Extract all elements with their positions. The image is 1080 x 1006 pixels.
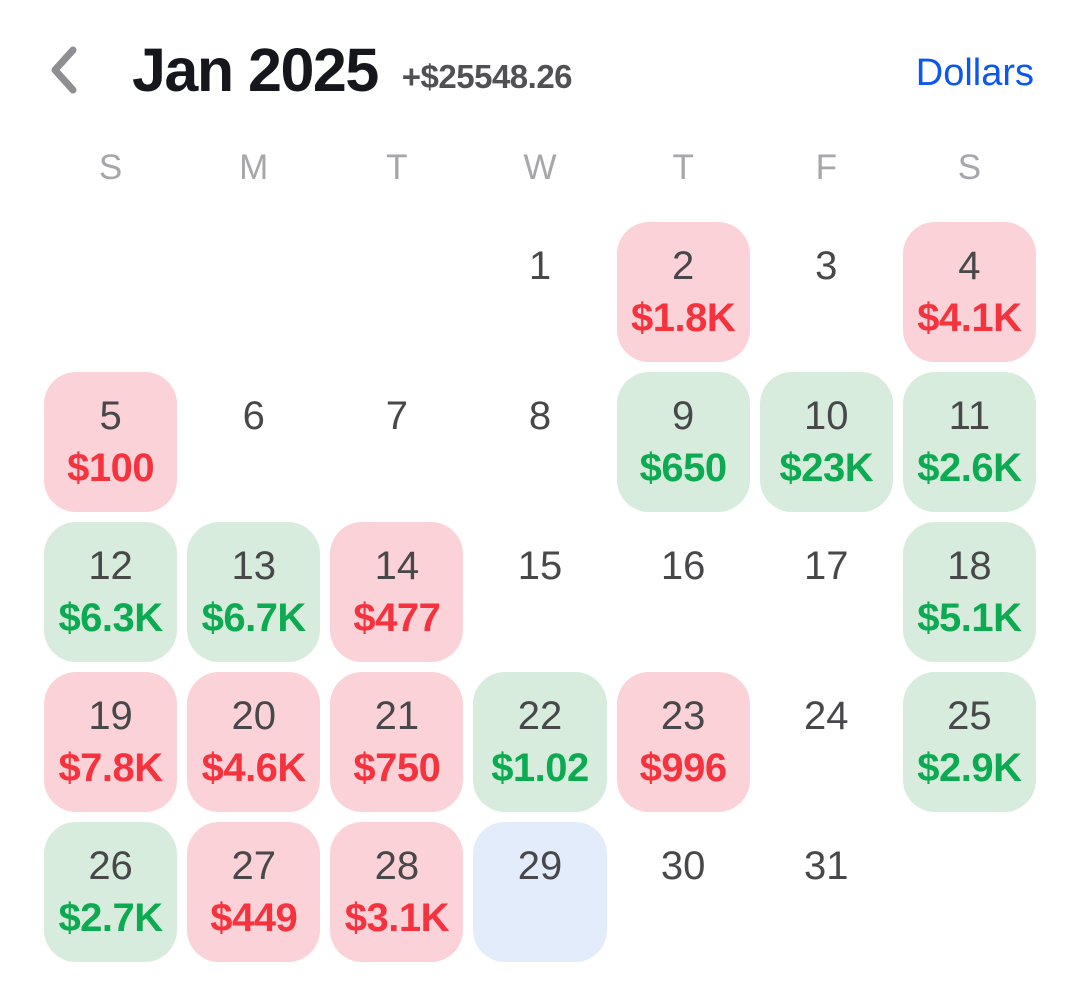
day-number: 1 <box>528 244 552 288</box>
day-cell-9[interactable]: 9 $650 <box>616 372 750 512</box>
day-cell-10[interactable]: 10 $23K <box>759 372 893 512</box>
day-cell-29[interactable]: 29 <box>473 822 607 962</box>
weekday-label-0: S <box>98 148 123 187</box>
day-cell-20[interactable]: 20 $4.6K <box>187 672 321 812</box>
calendar-grid: 1 2 $1.8K 3 4 $4.1K 5 $100 6 7 8 9 $650 10 $23K 11 $2.6K… <box>0 222 1080 962</box>
day-cell-21[interactable]: 21 $750 <box>330 672 464 812</box>
day-pnl-value: $6.3K <box>58 596 163 640</box>
empty-cell <box>330 222 463 362</box>
day-cell-6[interactable]: 6 <box>187 372 320 512</box>
day-number: 23 <box>660 694 706 738</box>
day-cell-16[interactable]: 16 <box>617 522 750 662</box>
day-pnl-value: $2.9K <box>917 746 1022 790</box>
day-number: 9 <box>672 394 695 438</box>
header: Jan 2025 +$25548.26 Dollars <box>0 0 1080 100</box>
day-cell-3[interactable]: 3 <box>760 222 893 362</box>
day-cell-5[interactable]: 5 $100 <box>44 372 178 512</box>
day-number: 3 <box>815 244 838 288</box>
day-cell-18[interactable]: 18 $5.1K <box>902 522 1036 662</box>
day-cell-28[interactable]: 28 $3.1K <box>330 822 464 962</box>
day-number: 17 <box>804 544 849 588</box>
day-number: 21 <box>374 694 420 738</box>
day-cell-24[interactable]: 24 <box>760 672 893 812</box>
day-pnl-value: $7.8K <box>58 746 163 790</box>
day-pnl-value: $100 <box>67 446 155 490</box>
day-pnl-value: $23K <box>779 446 874 490</box>
month-title: Jan 2025 <box>132 35 379 104</box>
day-number: 13 <box>231 544 276 588</box>
day-cell-23[interactable]: 23 $996 <box>616 672 750 812</box>
day-cell-17[interactable]: 17 <box>760 522 893 662</box>
weekday-label-1: M <box>239 148 269 187</box>
day-number: 28 <box>374 844 420 888</box>
day-pnl-value: $4.1K <box>917 296 1022 340</box>
day-number: 27 <box>231 844 276 888</box>
day-pnl-value: $750 <box>353 746 441 790</box>
back-button[interactable] <box>46 42 90 98</box>
chevron-left-icon <box>51 46 77 94</box>
day-pnl-value: $449 <box>210 896 298 940</box>
day-number: 24 <box>804 694 849 738</box>
weekday-label-6: S <box>957 148 982 187</box>
weekday-label-2: T <box>386 148 408 187</box>
weekday-label-5: F <box>815 148 837 187</box>
day-number: 7 <box>385 394 408 438</box>
day-number: 16 <box>660 544 706 588</box>
day-cell-22[interactable]: 22 $1.02 <box>473 672 607 812</box>
day-pnl-value: $1.02 <box>491 746 589 790</box>
day-cell-25[interactable]: 25 $2.9K <box>902 672 1036 812</box>
day-number: 2 <box>672 244 695 288</box>
month-total: +$25548.26 <box>401 58 573 95</box>
day-pnl-value: $3.1K <box>344 896 450 940</box>
day-number: 6 <box>242 394 265 438</box>
day-cell-8[interactable]: 8 <box>473 372 606 512</box>
day-cell-1[interactable]: 1 <box>473 222 606 362</box>
day-pnl-value: $2.6K <box>917 446 1022 490</box>
day-cell-2[interactable]: 2 $1.8K <box>616 222 750 362</box>
currency-toggle-link[interactable]: Dollars <box>915 51 1034 94</box>
day-cell-7[interactable]: 7 <box>330 372 463 512</box>
weekday-label-3: W <box>523 148 557 187</box>
day-number: 25 <box>947 694 992 738</box>
day-cell-4[interactable]: 4 $4.1K <box>902 222 1036 362</box>
day-cell-13[interactable]: 13 $6.7K <box>187 522 321 662</box>
weekday-label-4: T <box>672 148 694 187</box>
day-cell-30[interactable]: 30 <box>617 822 750 962</box>
day-number: 4 <box>958 244 981 288</box>
day-cell-19[interactable]: 19 $7.8K <box>44 672 178 812</box>
day-pnl-value: $650 <box>639 446 727 490</box>
empty-cell <box>44 222 177 362</box>
day-number: 8 <box>528 394 552 438</box>
day-number: 14 <box>374 544 420 588</box>
day-number: 20 <box>231 694 276 738</box>
day-pnl-value: $4.6K <box>201 746 307 790</box>
day-number: 10 <box>804 394 849 438</box>
day-number: 26 <box>88 844 133 888</box>
day-cell-12[interactable]: 12 $6.3K <box>44 522 178 662</box>
day-number: 19 <box>88 694 133 738</box>
day-number: 22 <box>517 694 563 738</box>
day-number: 31 <box>804 844 849 888</box>
day-pnl-value: $6.7K <box>201 596 307 640</box>
day-cell-27[interactable]: 27 $449 <box>187 822 321 962</box>
day-pnl-value: $996 <box>639 746 727 790</box>
day-pnl-value: $5.1K <box>917 596 1022 640</box>
day-number: 18 <box>947 544 992 588</box>
day-number: 11 <box>948 394 991 438</box>
day-cell-26[interactable]: 26 $2.7K <box>44 822 178 962</box>
day-number: 15 <box>517 544 563 588</box>
day-pnl-value: $2.7K <box>58 896 163 940</box>
day-number: 30 <box>660 844 706 888</box>
day-pnl-value: $477 <box>353 596 441 640</box>
day-pnl-value: $1.8K <box>631 296 736 340</box>
day-cell-14[interactable]: 14 $477 <box>330 522 464 662</box>
day-cell-15[interactable]: 15 <box>473 522 606 662</box>
day-number: 12 <box>88 544 133 588</box>
day-cell-11[interactable]: 11 $2.6K <box>902 372 1036 512</box>
day-number: 29 <box>517 844 563 888</box>
empty-cell <box>187 222 320 362</box>
day-number: 5 <box>99 394 122 438</box>
day-cell-31[interactable]: 31 <box>760 822 893 962</box>
